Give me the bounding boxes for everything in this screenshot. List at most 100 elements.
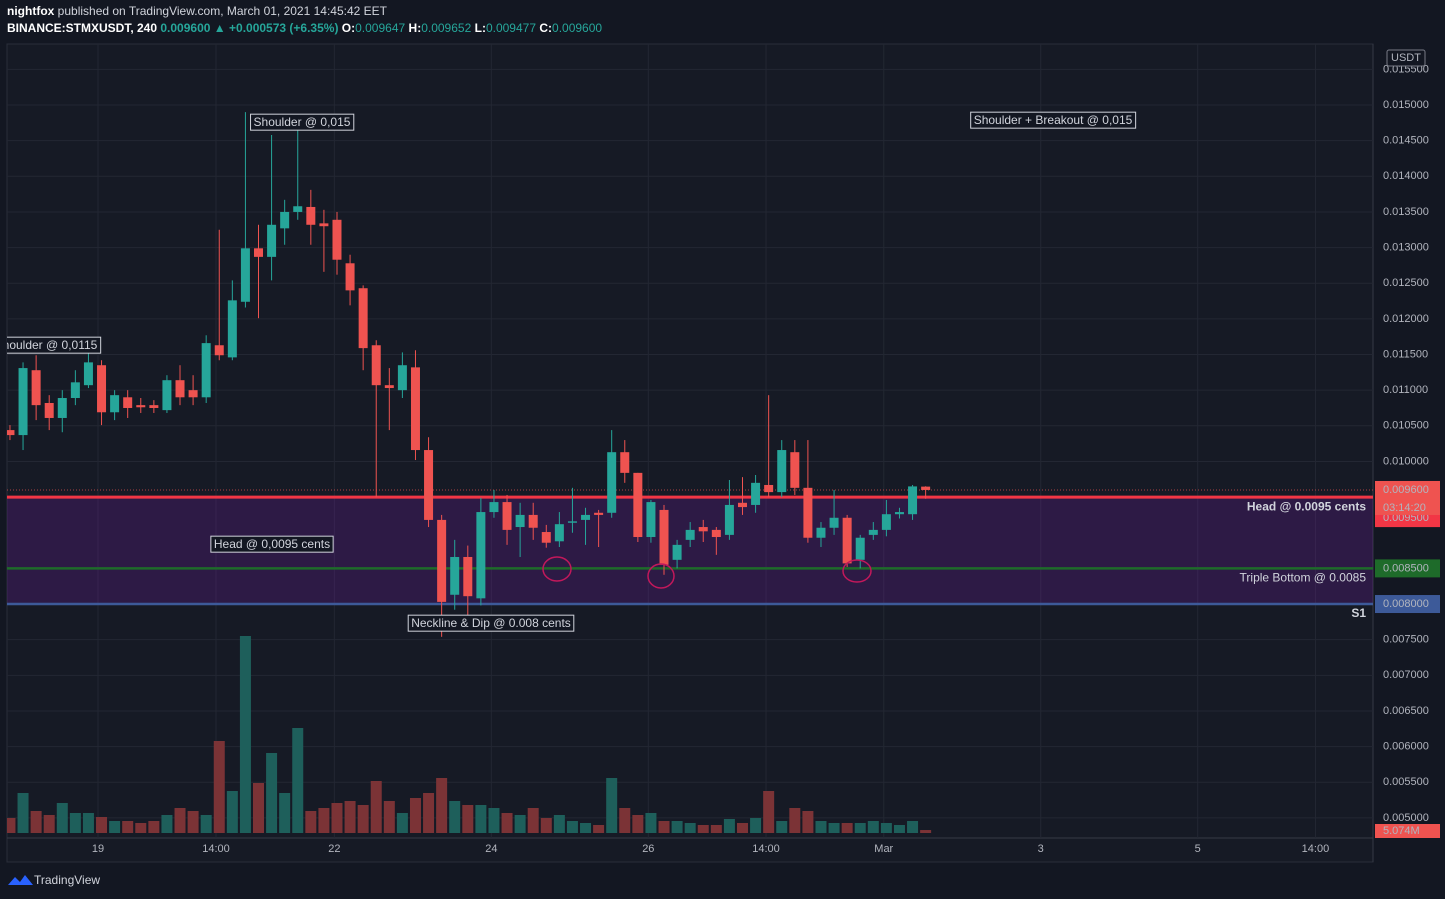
currency: USDT (1391, 52, 1421, 64)
volume-bar (436, 778, 448, 833)
candle-body (855, 537, 865, 560)
candle-body (908, 486, 918, 515)
volume-bar (226, 791, 238, 833)
candle-body (332, 219, 342, 260)
candle-body (620, 452, 630, 473)
y-tick-label: 0.010500 (1383, 420, 1429, 432)
candle-body (672, 544, 682, 560)
volume-bar (239, 636, 251, 833)
candle-body (554, 524, 564, 542)
x-tick-label: 3 (1038, 843, 1044, 855)
volume-bar (30, 811, 42, 833)
c: 0.009600 (552, 21, 602, 35)
candle-body (149, 405, 159, 408)
o: 0.009647 (355, 21, 405, 35)
x-tick-label: Mar (874, 843, 893, 855)
volume-bar (763, 791, 775, 833)
candle-body (567, 521, 577, 523)
candle-body (829, 517, 839, 528)
volume-bar (148, 821, 160, 833)
y-tick-label: 0.011500 (1383, 348, 1428, 360)
l-key: L: (475, 21, 486, 35)
y-tick-label: 0.014000 (1383, 170, 1429, 182)
countdown: 03:14:20 (1383, 502, 1426, 514)
volume-bar (17, 793, 29, 833)
volume-bar (880, 823, 892, 833)
o-key: O: (342, 21, 355, 35)
volume-bar (174, 808, 186, 833)
volume-bar (776, 821, 788, 833)
annotation-text: Head @ 0,0095 cents (214, 537, 330, 551)
volume-bar (462, 805, 474, 833)
annotation-text: Neckline & Dip @ 0.008 cents (411, 616, 571, 630)
candle-body (450, 556, 460, 595)
volume-bar (606, 778, 618, 833)
candle-body (162, 380, 172, 411)
x-tick-label: 14:00 (202, 843, 230, 855)
x-tick-label: 22 (328, 843, 340, 855)
candle-body (345, 263, 355, 291)
volume-bar (580, 823, 592, 833)
h-key: H: (409, 21, 422, 35)
candle-body (659, 509, 669, 565)
annotation: houlder @ 0,0115 (3, 336, 102, 354)
candle-body (83, 362, 93, 386)
candle-body (607, 452, 617, 513)
annotation-text: houlder @ 0,0115 (3, 338, 98, 352)
volume-bar (318, 808, 330, 833)
candle-body (842, 517, 852, 564)
volume-bar (841, 823, 853, 833)
level-label: Head @ 0.0095 cents (1247, 499, 1366, 513)
volume-bar (736, 823, 748, 833)
annotation: Shoulder + Breakout @ 0,015 (970, 111, 1137, 129)
volume-bar (671, 821, 683, 833)
circle (647, 563, 675, 589)
volume-bar (540, 818, 552, 833)
volume-bar (253, 783, 265, 833)
level-label: S1 (1351, 606, 1366, 620)
annotation-text: Shoulder + Breakout @ 0,015 (974, 113, 1133, 127)
volume-bar (802, 811, 814, 833)
volume-bar (828, 823, 840, 833)
y-tick-label: 0.006000 (1383, 741, 1429, 753)
candle-body (711, 529, 721, 538)
levels: Head @ 0.0095 cents Triple Bottom @ 0.008… (7, 495, 1373, 620)
volume-bar (566, 821, 578, 833)
volume-bar (645, 813, 657, 833)
volume-badge-label: 5.074M (1383, 825, 1420, 837)
candle-body (894, 512, 904, 515)
volume-bar (370, 781, 382, 833)
change: +0.000573 (+6.35%) (229, 21, 338, 35)
candle-body (476, 512, 486, 599)
volume-bar (331, 803, 343, 833)
volume-bar (893, 825, 905, 833)
price-axis: 0.005000 0.005500 0.006000 0.006500 0.007000… (92, 63, 1440, 855)
volume-bar (658, 821, 670, 833)
candle-body (201, 343, 211, 398)
plot (7, 112, 1373, 833)
volume-bar (122, 821, 134, 833)
pane (6, 43, 1374, 863)
volume-bar (475, 805, 487, 833)
volume-bar (815, 821, 827, 833)
candle-body (384, 385, 394, 389)
y-tick-label: 0.015000 (1383, 99, 1429, 111)
logo (8, 875, 33, 885)
arrow: ▲ (214, 21, 226, 35)
volume-bar (750, 818, 762, 833)
annotation-text: Shoulder @ 0,015 (254, 115, 351, 129)
volume-bar (697, 825, 709, 833)
circle (542, 556, 572, 582)
y-tick-label: 0.012500 (1383, 277, 1429, 289)
candle-body (502, 502, 512, 530)
candle-body (528, 514, 538, 528)
price-badge (1375, 595, 1440, 614)
candle-body (214, 345, 224, 356)
candle-body (594, 512, 604, 515)
y-tick-label: 0.013000 (1383, 242, 1429, 254)
candle-body (881, 514, 891, 530)
annotation-box (250, 113, 355, 131)
volume-bar (423, 793, 435, 833)
volume-bar (396, 813, 408, 833)
symbol: BINANCE:STMXUSDT, 240 (7, 21, 157, 35)
